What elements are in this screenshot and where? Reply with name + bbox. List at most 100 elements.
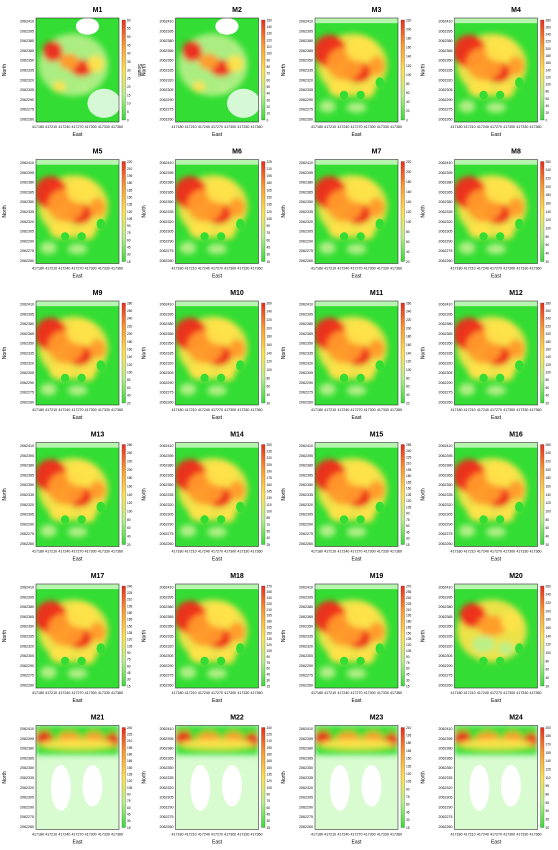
colorbar-tick-label: 100 xyxy=(127,371,133,375)
y-tick-label: 2062335 xyxy=(439,210,453,214)
colorbar-tick-label: 135 xyxy=(267,203,273,207)
heatmap-blob xyxy=(458,524,476,538)
colorbar-tick-label: 165 xyxy=(127,618,133,622)
heatmap-blob xyxy=(207,668,227,679)
x-tick-label: 417180 xyxy=(311,408,323,412)
x-tick-label: 417270 xyxy=(211,550,223,554)
x-tick-label: 417240 xyxy=(337,267,349,271)
low-spot xyxy=(515,501,524,513)
colorbar-tick-label: 210 xyxy=(127,598,133,602)
colorbar-tick-label: 255 xyxy=(267,590,273,594)
plot-frame xyxy=(175,442,259,547)
colorbar-tick-label: 140 xyxy=(546,634,552,638)
plot-frame xyxy=(314,300,399,406)
colorbar-tick-label: 15 xyxy=(267,826,271,830)
x-tick-label: 417300 xyxy=(224,833,236,837)
heatmap-blob xyxy=(228,197,246,217)
heatmap-blob xyxy=(179,666,197,679)
y-tick-label: 2062290 xyxy=(20,239,34,243)
x-tick-label: 417240 xyxy=(58,125,70,129)
colorbar xyxy=(400,302,405,404)
x-tick-label: 417180 xyxy=(172,550,184,554)
panel-m14: M14 2062410 2062395 2062380 2062365 2062350 20… xyxy=(142,432,273,563)
x-tick-label: 417240 xyxy=(477,550,489,554)
colorbar-tick-label: 180 xyxy=(127,340,133,344)
heatmap-blob xyxy=(319,100,336,113)
heatmap-field xyxy=(315,725,398,830)
low-spot xyxy=(60,515,70,524)
heatmap-blob xyxy=(497,642,515,655)
low-spot xyxy=(356,232,365,241)
y-tick-label: 2062320 xyxy=(299,78,313,82)
x-tick-label: 417360 xyxy=(111,550,123,554)
y-tick-label: 2062260 xyxy=(20,118,34,122)
y-tick-label: 2062380 xyxy=(299,747,313,751)
colorbar-tick-label: 90 xyxy=(406,787,410,791)
x-axis-label: East xyxy=(212,557,223,563)
blank-area xyxy=(315,301,398,307)
y-tick-label: 2062305 xyxy=(20,654,34,658)
y-tick-label: 2062275 xyxy=(299,391,313,395)
y-tick-label: 2062320 xyxy=(299,220,313,224)
x-tick-label: 417300 xyxy=(224,550,236,554)
blank-area xyxy=(315,442,398,448)
colorbar-tick-label: 125 xyxy=(546,767,552,771)
blank-area xyxy=(454,301,538,307)
x-tick-label: 417180 xyxy=(32,125,44,129)
x-tick-label: 417180 xyxy=(172,267,184,271)
colorbar-tick-label: 255 xyxy=(406,443,412,447)
y-tick-label: 2062275 xyxy=(439,674,453,678)
x-tick-label: 417360 xyxy=(530,408,542,412)
x-tick-label: 417360 xyxy=(251,267,263,271)
colorbar-tick-label: 180 xyxy=(406,335,412,339)
colorbar-tick-label: 30 xyxy=(127,68,131,72)
x-tick-label: 417240 xyxy=(58,408,70,412)
colorbar xyxy=(400,19,405,121)
colorbar-tick-label: 90 xyxy=(267,655,271,659)
colorbar-tick-label: 50 xyxy=(267,85,271,89)
colorbar-tick-label: 60 xyxy=(127,526,131,530)
x-tick-label: 417210 xyxy=(45,550,57,554)
colorbar-tick-label: 200 xyxy=(546,609,552,613)
heatmap-blob xyxy=(228,622,246,642)
colorbar-tick-label: 140 xyxy=(546,759,552,763)
colorbar-tick-label: 160 xyxy=(406,46,412,50)
colorbar-tick-label: 0 xyxy=(406,118,408,122)
colorbar xyxy=(121,161,126,262)
colorbar-tick-label: 75 xyxy=(267,231,271,235)
colorbar-tick-label: 135 xyxy=(406,637,412,641)
colorbar-tick-label: 135 xyxy=(406,493,412,497)
x-tick-label: 417270 xyxy=(351,267,363,271)
colorbar-tick-label: 20 xyxy=(406,109,410,113)
x-axis-label: East xyxy=(72,132,83,138)
colorbar-tick-label: 75 xyxy=(127,231,131,235)
x-tick-label: 417180 xyxy=(311,691,323,695)
x-tick-label: 417210 xyxy=(185,550,197,554)
heatmap-blob xyxy=(471,636,496,653)
x-tick-label: 417240 xyxy=(58,267,70,271)
heatmap-field xyxy=(454,584,538,688)
colorbar-tick-label: 105 xyxy=(406,505,412,509)
y-tick-label: 2062320 xyxy=(160,786,174,790)
heatmap-blob xyxy=(346,102,367,113)
x-axis-label: East xyxy=(212,415,223,421)
x-tick-label: 417300 xyxy=(503,408,515,412)
blank-area xyxy=(315,584,398,590)
colorbar-tick-label: 150 xyxy=(267,196,273,200)
plot-frame xyxy=(454,17,538,123)
colorbar-tick-label: 130 xyxy=(267,32,273,36)
y-tick-label: 2062305 xyxy=(439,371,453,375)
x-tick-label: 417330 xyxy=(237,550,249,554)
x-tick-label: 417240 xyxy=(198,267,210,271)
colorbar-tick-label: 170 xyxy=(546,742,552,746)
y-tick-label: 2062410 xyxy=(160,444,174,448)
y-tick-label: 2062275 xyxy=(299,249,313,253)
x-tick-label: 417210 xyxy=(464,408,476,412)
y-tick-label: 2062410 xyxy=(160,20,174,24)
y-tick-label: 2062275 xyxy=(160,249,174,253)
x-tick-label: 417300 xyxy=(85,125,97,129)
y-tick-label: 2062290 xyxy=(20,522,34,526)
x-tick-label: 417180 xyxy=(311,550,323,554)
x-tick-label: 417360 xyxy=(111,267,123,271)
x-tick-label: 417270 xyxy=(211,408,223,412)
